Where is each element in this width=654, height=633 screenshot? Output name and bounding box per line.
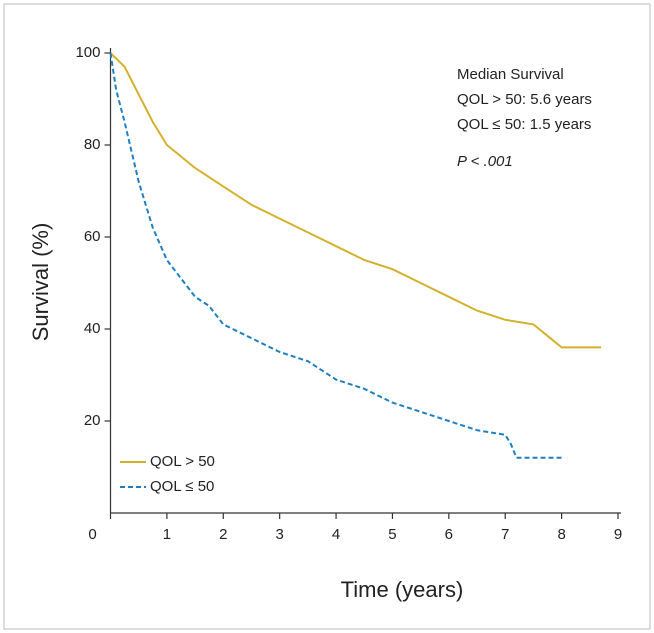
y-tick-label: 80	[84, 136, 101, 153]
survival-line	[109, 52, 562, 459]
x-tick-label: 9	[614, 526, 622, 543]
x-tick-label: 2	[219, 526, 227, 543]
y-tick-label: 60	[84, 228, 101, 245]
frame	[3, 3, 651, 630]
annotation: P < .001	[457, 153, 513, 170]
x-tick-label: 5	[388, 526, 396, 543]
x-tick-label: 0	[88, 526, 96, 543]
legend-label: QOL ≤ 50	[150, 478, 214, 495]
x-tick-label: 1	[163, 526, 171, 543]
annotation: QOL ≤ 50: 1.5 years	[457, 116, 591, 133]
annotation: Median Survival	[457, 66, 564, 83]
x-tick-label: 6	[445, 526, 453, 543]
survival-line	[109, 52, 602, 349]
y-tick-label: 40	[84, 320, 101, 337]
x-tick-label: 3	[275, 526, 283, 543]
annotation: QOL > 50: 5.6 years	[457, 91, 592, 108]
y-axis-label: Survival (%)	[28, 223, 53, 342]
legend-label: QOL > 50	[150, 453, 215, 470]
y-tick-label: 100	[75, 44, 100, 61]
x-tick-label: 8	[557, 526, 565, 543]
y-tick-label: 20	[84, 412, 101, 429]
x-axis-label: Time (years)	[341, 577, 464, 602]
x-tick-label: 7	[501, 526, 509, 543]
x-tick-label: 4	[332, 526, 340, 543]
